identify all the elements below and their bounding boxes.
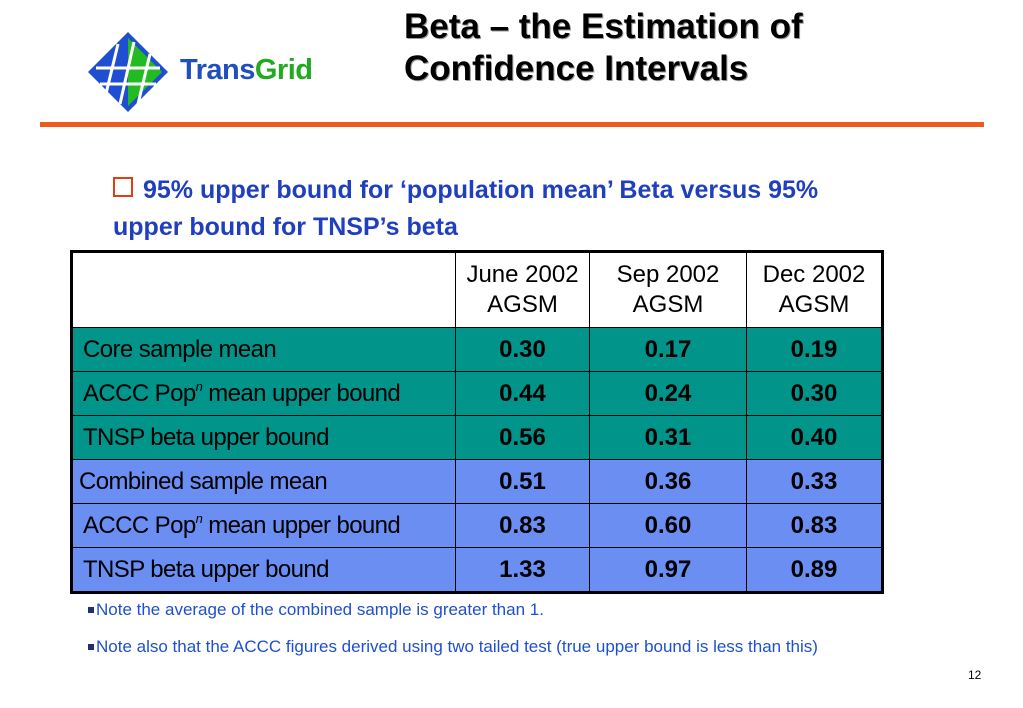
- header-june-2002: June 2002 AGSM: [455, 251, 590, 328]
- row-value: 1.33: [455, 547, 590, 593]
- title-line-2: Confidence Intervals: [404, 49, 749, 88]
- row-value: 0.60: [589, 503, 747, 548]
- note-2: Note also that the ACCC figures derived …: [88, 635, 928, 658]
- table-row: Core sample mean 0.30 0.17 0.19: [71, 327, 883, 372]
- table-row: Combined sample mean 0.51 0.36 0.33: [71, 459, 883, 504]
- row-value: 0.89: [746, 547, 883, 593]
- row-value: 0.44: [455, 371, 590, 416]
- table-row: TNSP beta upper bound 0.56 0.31 0.40: [71, 415, 883, 460]
- square-bullet-icon: [88, 607, 94, 613]
- row-value: 0.30: [746, 371, 883, 416]
- slide-title: Beta – the Estimation of Confidence Inte…: [404, 6, 1004, 90]
- row-value: 0.36: [589, 459, 747, 504]
- bullet-point: 95% upper bound for ‘population mean’ Be…: [113, 172, 873, 246]
- row-label: TNSP beta upper bound: [71, 547, 456, 593]
- table-header-row: June 2002 AGSM Sep 2002 AGSM Dec 2002 AGSM: [71, 251, 883, 328]
- hollow-square-bullet-icon: [113, 177, 133, 197]
- row-value: 0.40: [746, 415, 883, 460]
- bullet-text: 95% upper bound for ‘population mean’ Be…: [113, 176, 819, 241]
- row-value: 0.97: [589, 547, 747, 593]
- row-label: ACCC Popn mean upper bound: [71, 371, 456, 416]
- row-value: 0.33: [746, 459, 883, 504]
- beta-table: June 2002 AGSM Sep 2002 AGSM Dec 2002 AGSM …: [70, 250, 884, 594]
- row-label: Combined sample mean: [71, 459, 456, 504]
- row-value: 0.19: [746, 327, 883, 372]
- header-sep-2002: Sep 2002 AGSM: [589, 251, 747, 328]
- row-value: 0.30: [455, 327, 590, 372]
- transgrid-logo: TransGrid: [88, 32, 348, 112]
- table-row: ACCC Popn mean upper bound 0.83 0.60 0.8…: [71, 503, 883, 548]
- title-line-1: Beta – the Estimation of: [404, 7, 803, 46]
- table-row: ACCC Popn mean upper bound 0.44 0.24 0.3…: [71, 371, 883, 416]
- row-value: 0.51: [455, 459, 590, 504]
- transgrid-logo-icon: [88, 32, 168, 112]
- table-row: TNSP beta upper bound 1.33 0.97 0.89: [71, 547, 883, 593]
- row-label: ACCC Popn mean upper bound: [71, 503, 456, 548]
- logo-wordmark: TransGrid: [180, 54, 313, 86]
- header-dec-2002: Dec 2002 AGSM: [746, 251, 883, 328]
- header-empty-cell: [71, 251, 456, 328]
- row-label: Core sample mean: [71, 327, 456, 372]
- square-bullet-icon: [88, 644, 94, 650]
- row-value: 0.24: [589, 371, 747, 416]
- note-1: Note the average of the combined sample …: [88, 598, 928, 621]
- row-value: 0.17: [589, 327, 747, 372]
- title-divider: [40, 122, 984, 127]
- row-value: 0.83: [746, 503, 883, 548]
- row-label: TNSP beta upper bound: [71, 415, 456, 460]
- page-number: 12: [968, 668, 982, 682]
- row-value: 0.56: [455, 415, 590, 460]
- row-value: 0.31: [589, 415, 747, 460]
- row-value: 0.83: [455, 503, 590, 548]
